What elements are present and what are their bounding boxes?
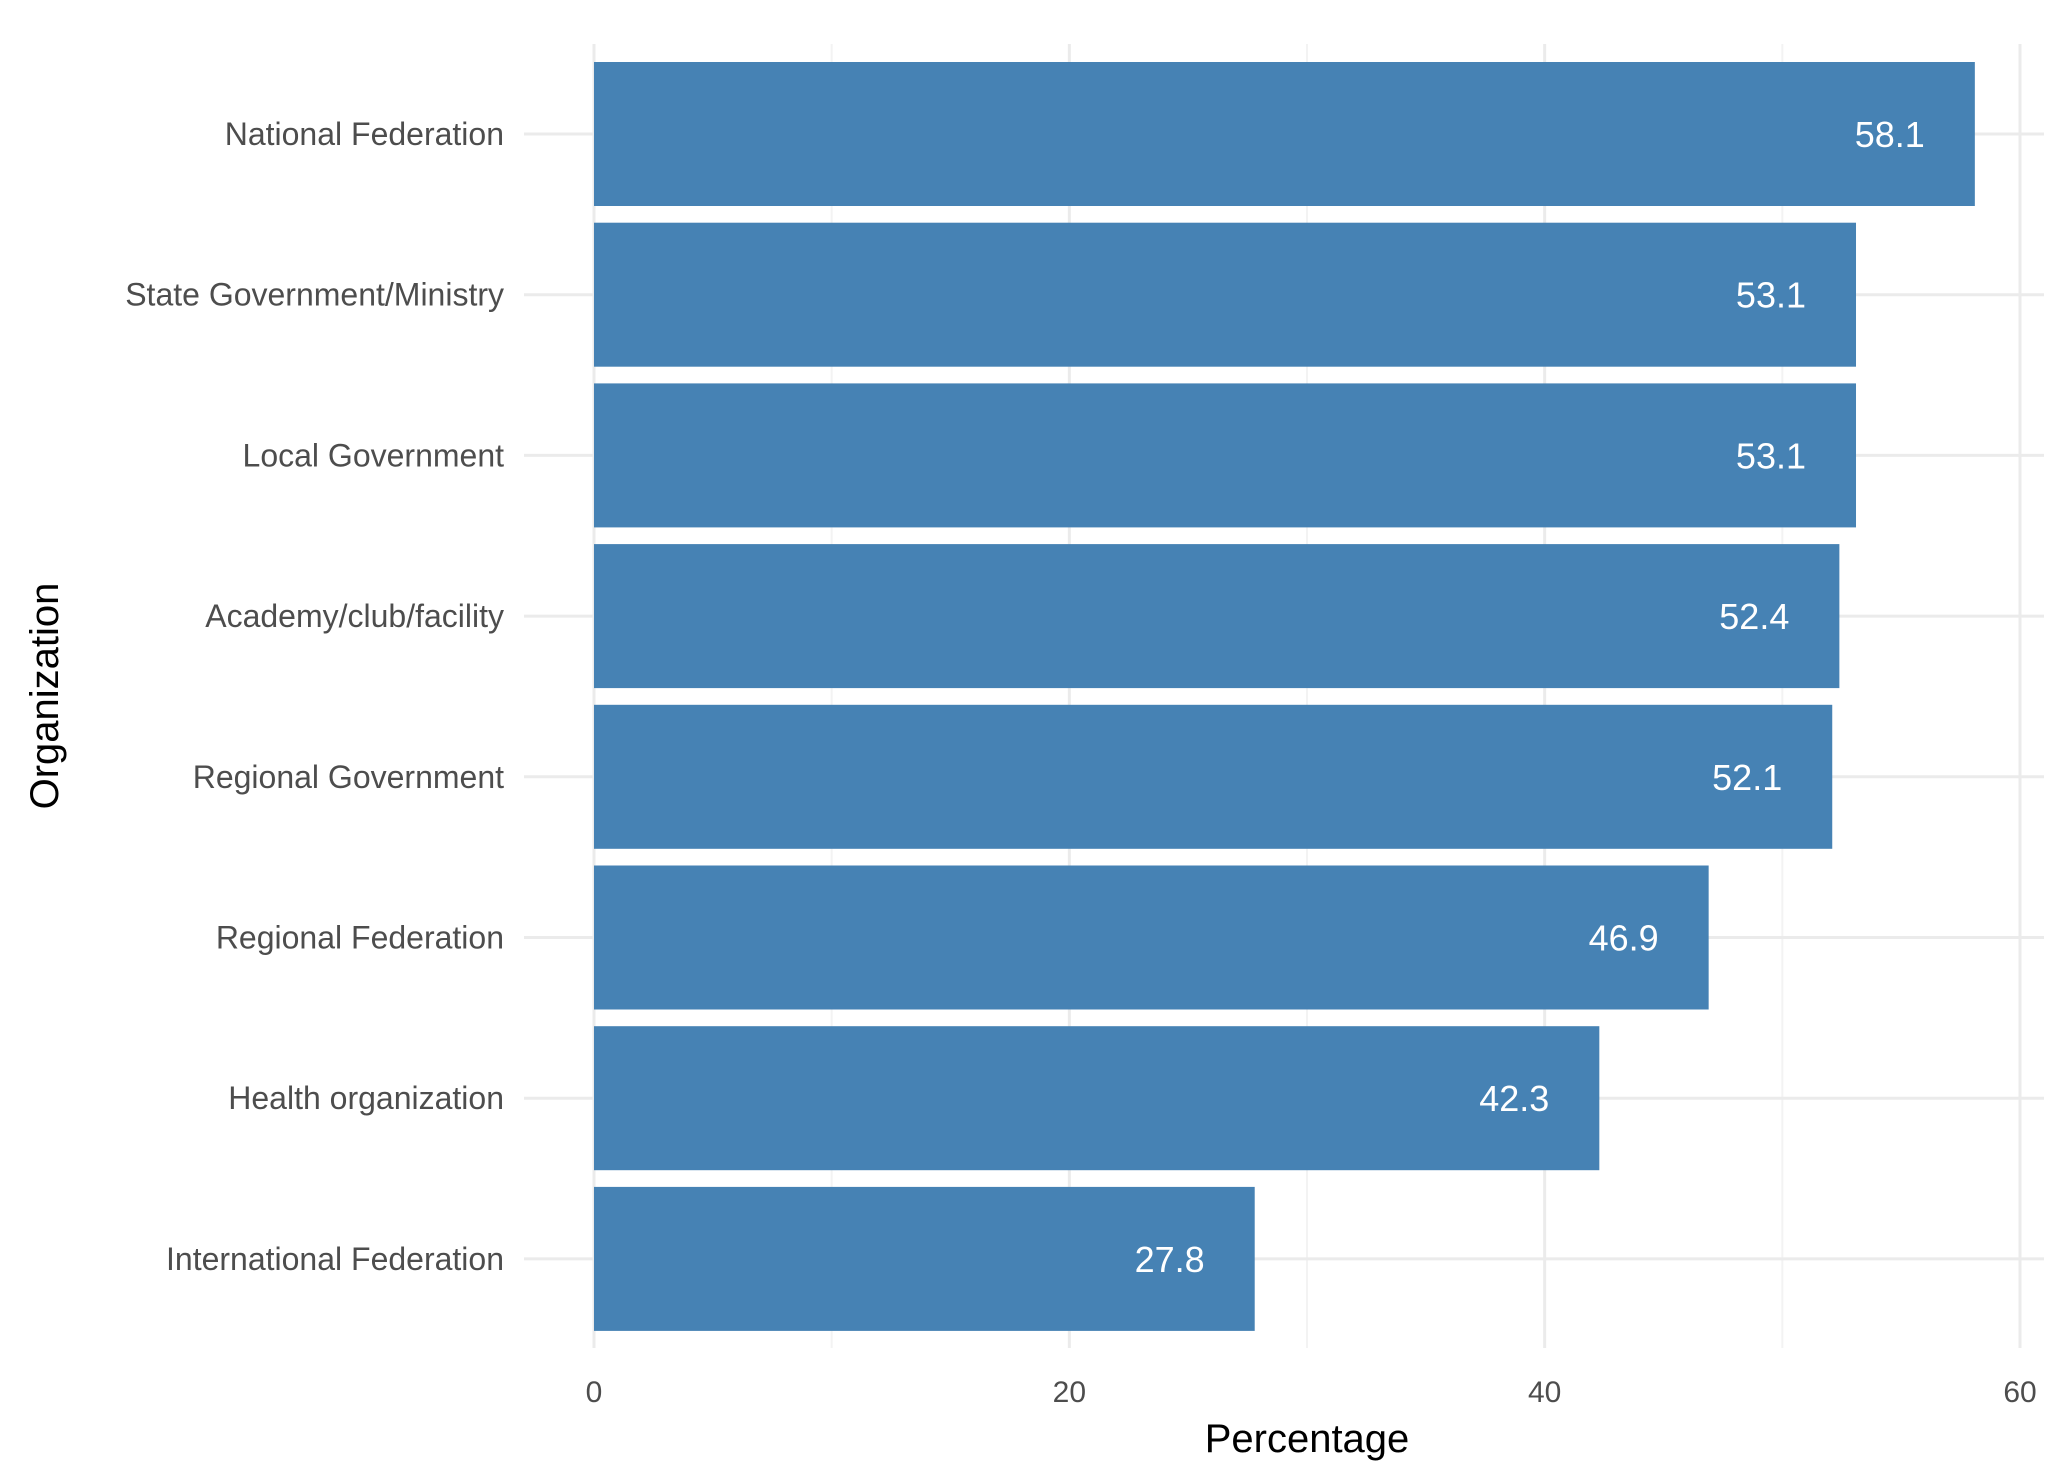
x-tick-labels: 0 20 40 60	[586, 1376, 2037, 1409]
bar-value-label: 53.1	[1736, 275, 1806, 316]
category-label: Local Government	[243, 437, 505, 473]
bar-value-label: 58.1	[1855, 114, 1925, 155]
category-label: Academy/club/facility	[205, 598, 504, 634]
y-axis-title: Organization	[23, 583, 67, 810]
category-label: Health organization	[228, 1080, 504, 1116]
category-labels: National Federation State Government/Mini…	[125, 116, 504, 1277]
category-label: Regional Federation	[216, 920, 504, 956]
category-label: National Federation	[225, 116, 504, 152]
bar	[594, 704, 1833, 849]
bar	[594, 1026, 1600, 1171]
bar-value-label: 27.8	[1135, 1239, 1205, 1280]
bar	[594, 383, 1857, 528]
bar-value-label: 42.3	[1479, 1078, 1549, 1119]
category-label: State Government/Ministry	[125, 277, 504, 313]
x-tick-label: 60	[2003, 1376, 2036, 1409]
bar-value-label: 53.1	[1736, 435, 1806, 476]
bar-value-label: 46.9	[1589, 918, 1659, 959]
x-tick-label: 40	[1528, 1376, 1561, 1409]
bar-value-label: 52.1	[1712, 757, 1782, 798]
bar-value-label: 52.4	[1719, 596, 1789, 637]
category-label: International Federation	[166, 1241, 504, 1277]
bar	[594, 222, 1857, 367]
bars	[594, 62, 1975, 1331]
x-tick-label: 0	[586, 1376, 603, 1409]
bar-value-labels: 58.1 53.1 53.1 52.4 52.1 46.9 42.3 27.8	[1135, 114, 1925, 1280]
bar	[594, 62, 1975, 206]
bar	[594, 544, 1840, 689]
bar	[594, 1186, 1255, 1331]
category-label: Regional Government	[193, 759, 504, 795]
x-axis-title: Percentage	[1205, 1417, 1410, 1461]
x-tick-label: 20	[1053, 1376, 1086, 1409]
bar	[594, 865, 1709, 1010]
